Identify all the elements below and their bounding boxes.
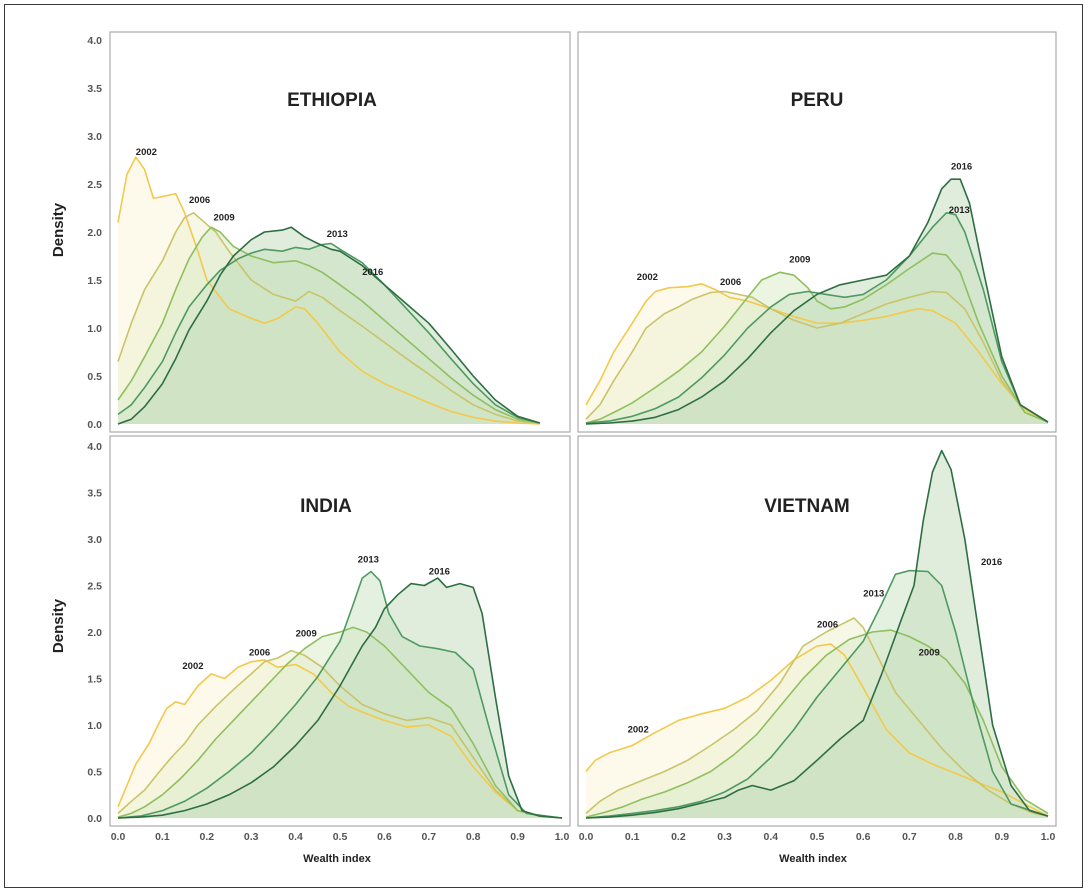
series-label-2013: 2013 [949,205,970,216]
line-2016 [117,577,563,819]
x-tick-label: 1.0 [1041,831,1056,843]
line-2002 [117,156,540,425]
series-label-2006: 2006 [817,619,838,630]
x-axis-label-right: Wealth index [779,853,848,865]
x-tick-label: 0.2 [199,831,214,843]
series-label-2013: 2013 [358,554,379,565]
line-2006 [585,290,1049,423]
series-label-2009: 2009 [214,213,235,224]
y-tick-label: 2.0 [87,627,102,639]
line-2009 [585,252,1049,424]
panel-title: VIETNAM [764,496,850,517]
line-2013 [117,242,540,424]
panel-ethiopia: 2002 2006 2009 2013 2016 ETHIOPIA 0.0 0.5 1.0 1.5… [87,31,571,433]
line-2013 [117,570,563,819]
x-tick-label: 0.1 [625,831,640,843]
x-tick-label: 1.0 [555,831,570,843]
panel-peru: 2002 2006 2009 2013 2016 PERU [577,31,1057,433]
panel-vietnam: 2002 2006 2009 2013 2016 VIETNAM 0.0 0.1 0.2 0.3 0… [577,435,1057,843]
series-label-2016: 2016 [429,566,450,577]
panel-title: INDIA [300,496,352,517]
y-tick-label: 0.0 [87,419,102,431]
series-label-2013: 2013 [327,229,348,240]
line-2002 [585,643,1049,817]
y-tick-label: 3.0 [87,131,102,143]
x-tick-label: 0.5 [810,831,825,843]
series-label-2006: 2006 [249,647,270,658]
y-tick-label: 1.0 [87,323,102,335]
y-tick-label: 2.5 [87,179,102,191]
x-tick-label: 0.4 [288,831,303,843]
series-label-2006: 2006 [720,277,741,288]
y-axis-label-bottom: Density [50,598,67,653]
x-tick-label: 0.7 [902,831,917,843]
line-2006 [117,649,563,819]
area-2016 [586,450,1048,818]
series-label-2016: 2016 [951,162,972,173]
line-2002 [585,283,1049,423]
x-axis-label-left: Wealth index [303,853,372,865]
series-label-2002: 2002 [182,661,203,672]
y-tick-label: 3.5 [87,83,102,95]
panel-title: PERU [791,90,844,111]
area-2016 [118,227,540,424]
line-2009 [117,626,563,819]
line-2006 [585,617,1049,817]
x-tick-label: 0.9 [510,831,525,843]
x-tick-label: 0.9 [994,831,1009,843]
x-tick-label: 0.4 [763,831,778,843]
x-tick-label: 0.3 [717,831,732,843]
panel-title: ETHIOPIA [287,90,377,111]
y-tick-label: 1.5 [87,674,102,686]
line-2013 [585,569,1049,819]
x-tick-label: 0.6 [856,831,871,843]
series-label-2009: 2009 [296,629,317,640]
x-tick-label: 0.6 [377,831,392,843]
x-tick-label: 0.1 [155,831,170,843]
y-tick-label: 0.0 [87,813,102,825]
y-tick-label: 1.5 [87,275,102,287]
series-label-2002: 2002 [637,272,658,283]
panels-layer: 2002 2006 2009 2013 2016 ETHIOPIA 0.0 0.5 1.0 1.5… [87,31,1057,843]
y-tick-label: 2.5 [87,581,102,593]
y-axis-label-top: Density [50,202,67,257]
series-label-2002: 2002 [136,147,157,158]
x-tick-label: 0.7 [421,831,436,843]
x-tick-label: 0.8 [466,831,481,843]
y-tick-label: 3.5 [87,488,102,500]
series-label-2002: 2002 [628,724,649,735]
y-tick-label: 1.0 [87,720,102,732]
line-2006 [117,212,540,424]
series-label-2016: 2016 [362,267,383,278]
panel-india: 2002 2006 2009 2013 2016 INDIA 0.0 0.5 1.0 1.5 2.0… [87,435,571,843]
line-2009 [117,226,540,424]
x-tick-label: 0.3 [244,831,259,843]
x-tick-label: 0.8 [948,831,963,843]
x-tick-label: 0.0 [579,831,594,843]
line-2016 [585,178,1049,425]
x-tick-label: 0.5 [333,831,348,843]
y-tick-label: 3.0 [87,534,102,546]
y-tick-label: 0.5 [87,371,102,383]
series-label-2006: 2006 [189,195,210,206]
line-2013 [585,212,1049,424]
y-tick-label: 0.5 [87,767,102,779]
series-label-2016: 2016 [981,557,1002,568]
line-2016 [585,449,1049,819]
line-2002 [117,659,563,819]
y-tick-label: 4.0 [87,35,102,47]
y-tick-label: 4.0 [87,441,102,453]
x-tick-label: 0.2 [671,831,686,843]
x-tick-label: 0.0 [111,831,126,843]
series-label-2009: 2009 [919,647,940,658]
series-label-2013: 2013 [863,589,884,600]
y-tick-label: 2.0 [87,227,102,239]
area-2016 [118,578,562,818]
series-label-2009: 2009 [789,255,810,266]
line-2016 [117,226,541,425]
